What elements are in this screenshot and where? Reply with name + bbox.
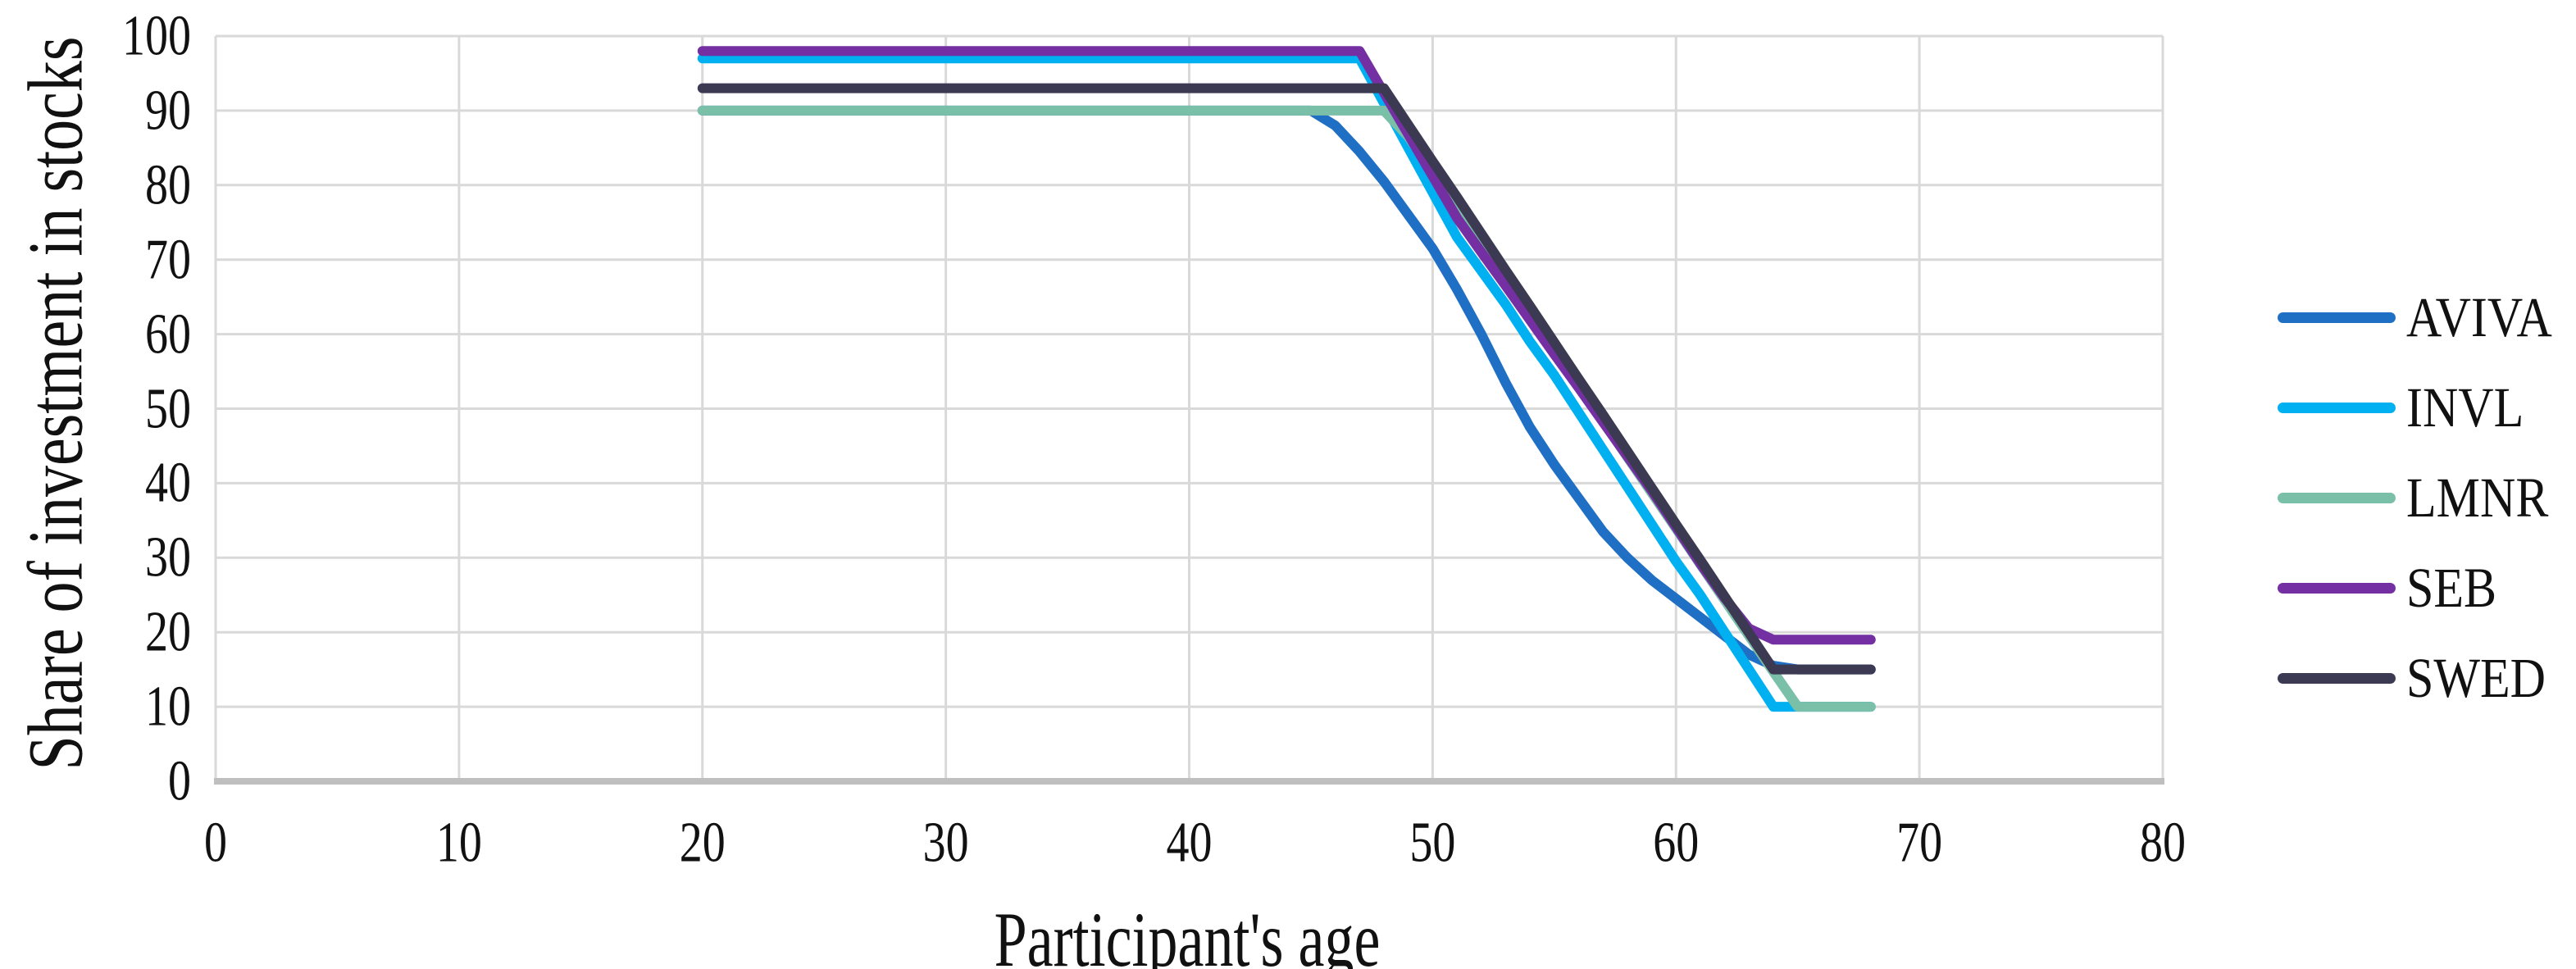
legend-item-lmnr: LMNR <box>2278 453 2552 543</box>
y-tick-label: 80 <box>145 153 191 217</box>
legend-swatch-swed <box>2278 672 2396 684</box>
y-tick-label: 10 <box>145 675 191 739</box>
y-tick-label: 100 <box>122 4 191 68</box>
x-tick-label: 10 <box>435 811 482 875</box>
x-tick-label: 30 <box>922 811 969 875</box>
legend-label: SWED <box>2406 646 2546 709</box>
x-tick-label: 20 <box>679 811 726 875</box>
x-tick-label: 40 <box>1166 811 1213 875</box>
legend-label: AVIVA <box>2406 285 2552 348</box>
y-tick-label: 70 <box>145 227 191 292</box>
legend-item-invl: INVL <box>2278 362 2552 453</box>
legend-swatch-seb <box>2278 582 2396 594</box>
legend-swatch-lmnr <box>2278 492 2396 503</box>
y-tick-label: 50 <box>145 376 191 441</box>
legend-item-seb: SEB <box>2278 543 2552 633</box>
x-tick-label: 60 <box>1653 811 1700 875</box>
y-tick-label: 0 <box>168 749 191 813</box>
legend-item-aviva: AVIVA <box>2278 272 2552 362</box>
x-tick-label: 70 <box>1896 811 1943 875</box>
y-tick-label: 60 <box>145 302 191 366</box>
legend-swatch-aviva <box>2278 312 2396 323</box>
legend-swatch-invl <box>2278 402 2396 413</box>
legend-item-swed: SWED <box>2278 633 2552 723</box>
legend-label: SEB <box>2406 556 2497 619</box>
y-tick-label: 30 <box>145 525 191 590</box>
x-tick-label: 50 <box>1409 811 1456 875</box>
series-line-invl <box>697 53 1876 712</box>
x-axis-title: Participant's age <box>994 896 1381 969</box>
y-tick-label: 20 <box>145 600 191 664</box>
series-line-swed <box>697 83 1876 675</box>
legend-label: INVL <box>2406 375 2524 439</box>
y-tick-label: 90 <box>145 79 191 143</box>
x-tick-label: 0 <box>204 811 227 875</box>
x-tick-label: 80 <box>2140 811 2186 875</box>
legend: AVIVA INVL LMNR SEB SWED <box>2278 272 2552 723</box>
legend-label: LMNR <box>2406 466 2549 529</box>
y-tick-label: 40 <box>145 451 191 516</box>
